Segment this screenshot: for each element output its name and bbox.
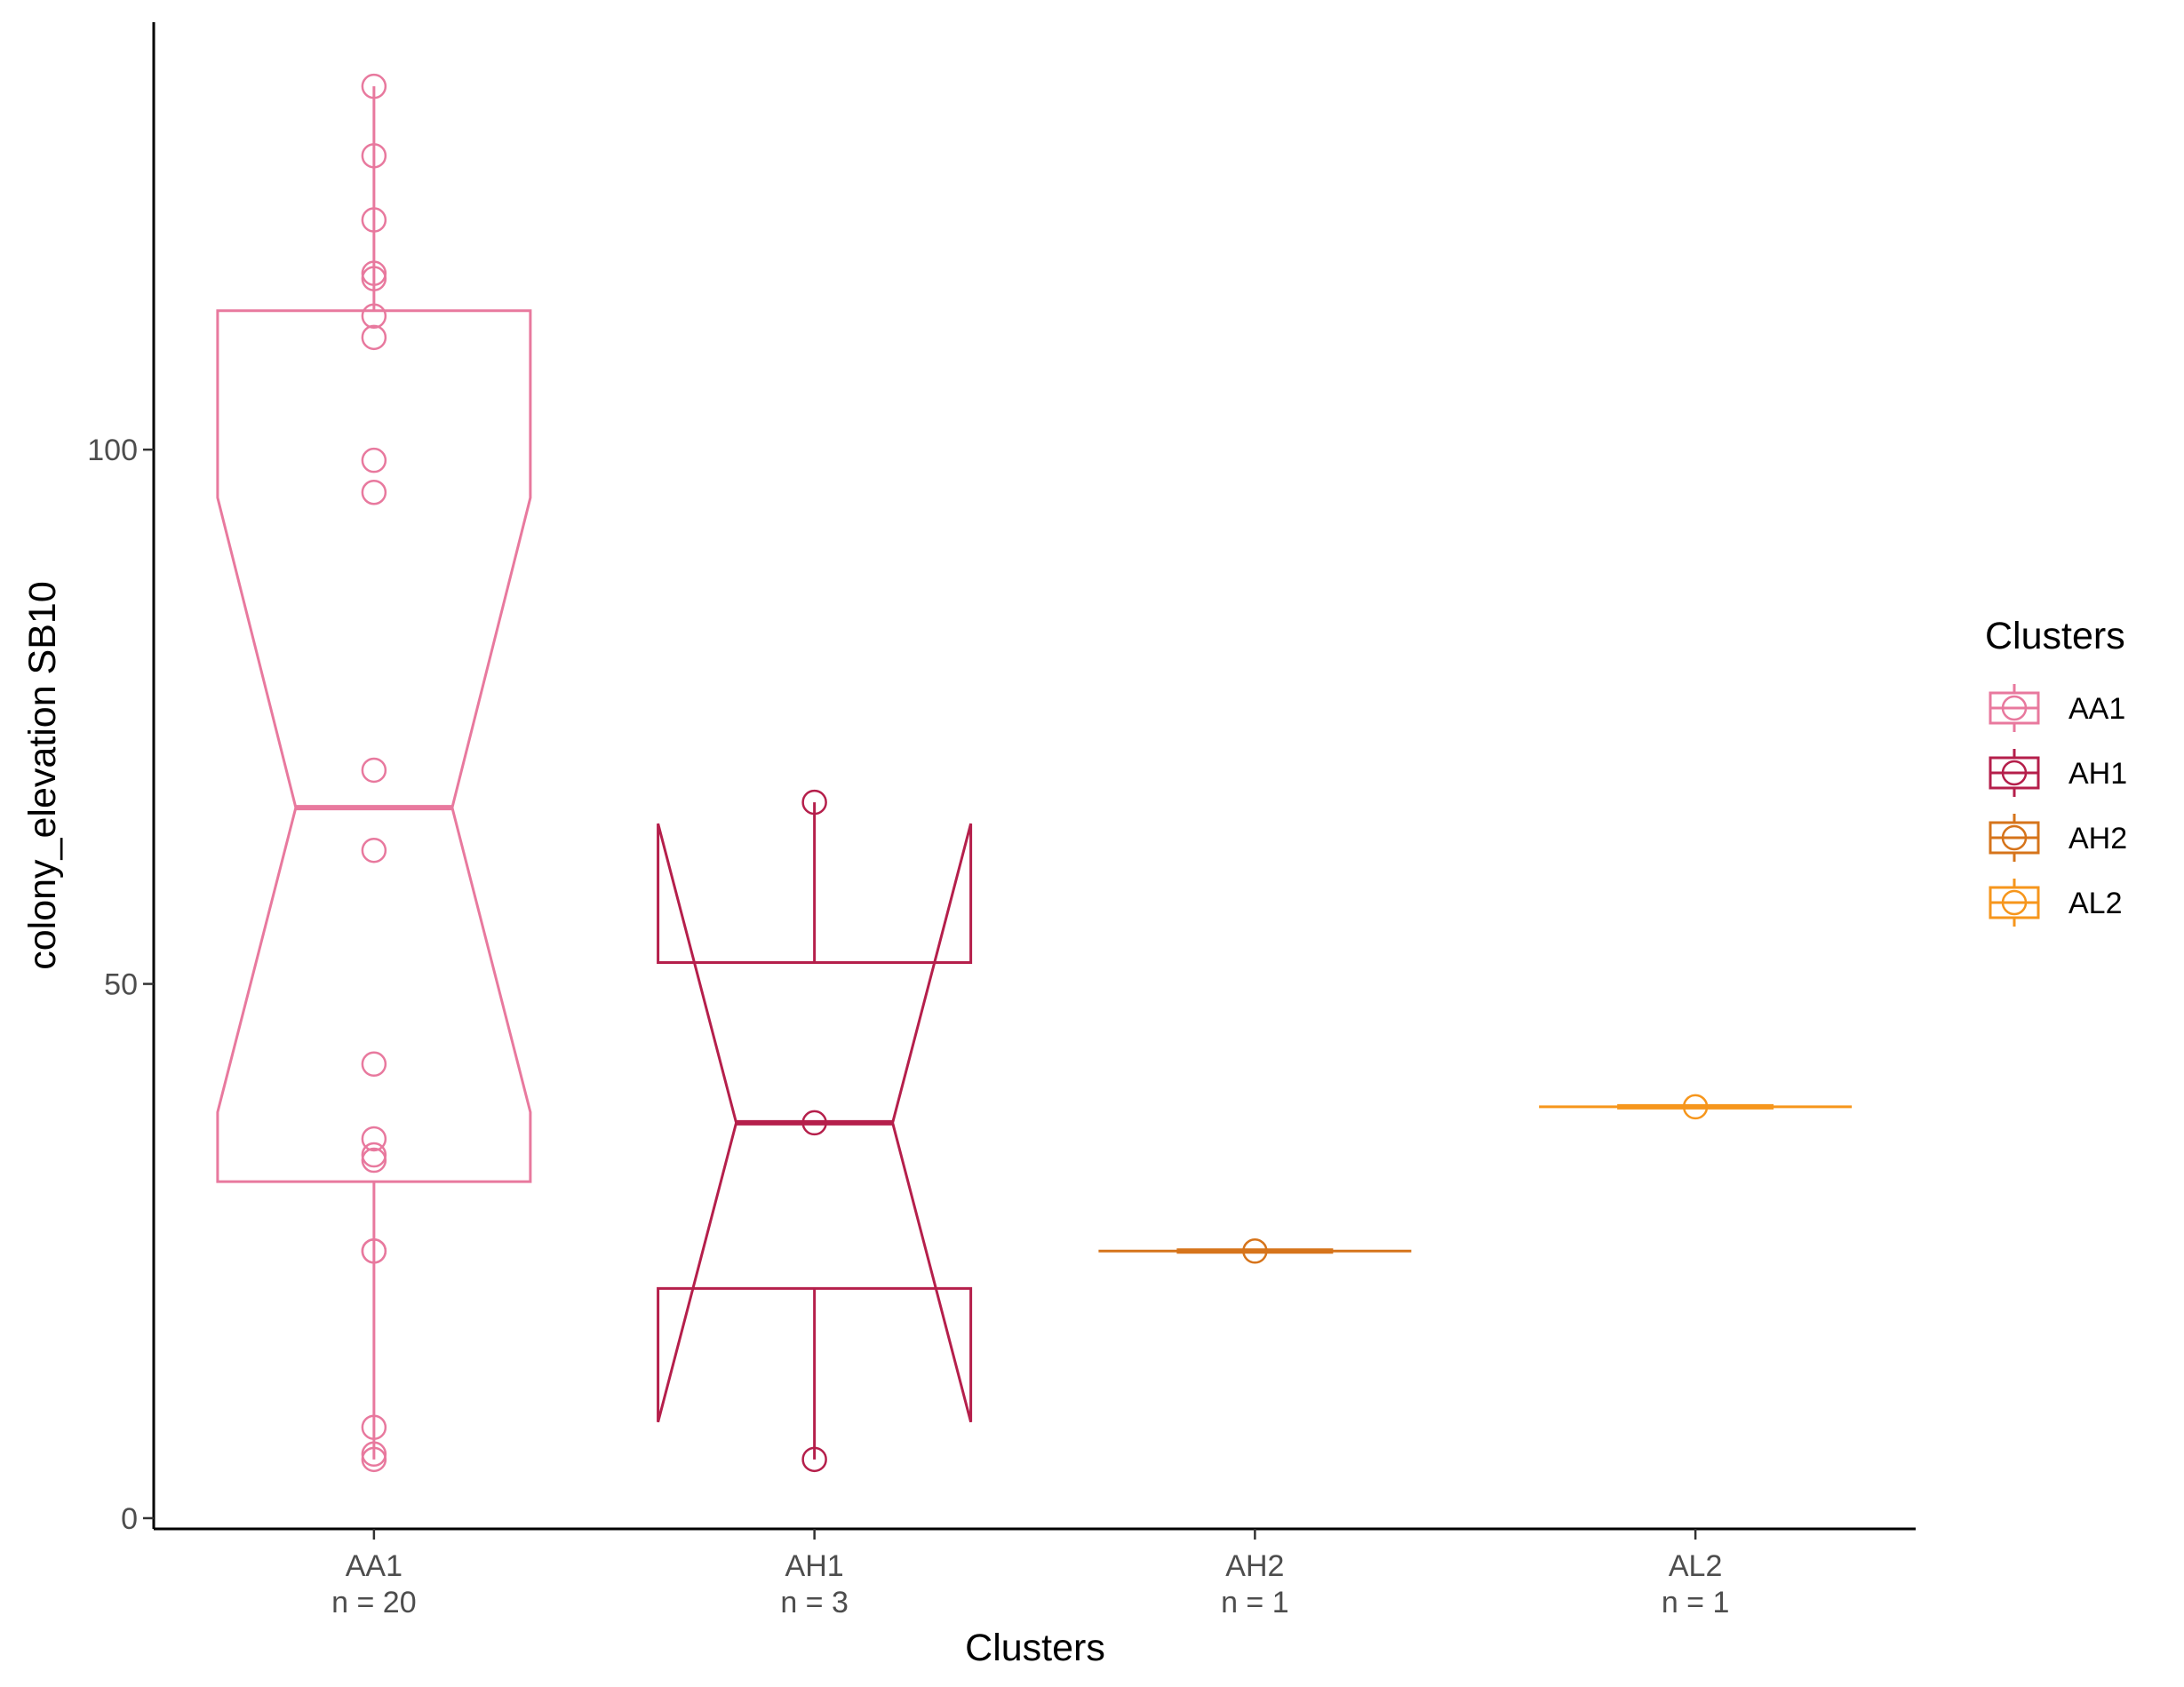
x-tick-label-ah1: AH1 (785, 1549, 844, 1583)
x-tick-label-al2: AL2 (1669, 1549, 1723, 1583)
y-axis-title: colony_elevation SB10 (21, 581, 64, 969)
point-aa1-0 (361, 73, 387, 99)
point-al2-0 (1682, 1094, 1709, 1120)
legend-label-ah1: AH1 (2068, 757, 2127, 791)
x-tick-sublabel-ah1: n = 3 (780, 1586, 849, 1619)
y-tick-label-0: 0 (121, 1502, 138, 1536)
legend-label-al2: AL2 (2068, 887, 2123, 920)
point-aa1-12 (361, 1126, 387, 1152)
point-aa1-4 (361, 266, 387, 291)
point-aa1-2 (361, 207, 387, 233)
legend-title: Clusters (1985, 615, 2125, 657)
x-tick-sublabel-al2: n = 1 (1662, 1586, 1730, 1619)
point-aa1-11 (361, 1051, 387, 1078)
point-aa1-17 (361, 1414, 387, 1440)
point-aa1-13 (361, 1142, 387, 1168)
box-group-ah2 (1098, 1238, 1412, 1264)
point-ah2-0 (1242, 1238, 1268, 1264)
legend: Clusters AA1 AH1 AH2 AL2 (1985, 615, 2127, 927)
point-aa1-19 (361, 1446, 387, 1473)
legend-key-aa1 (1989, 684, 2040, 732)
legend-key-al2 (1989, 879, 2040, 927)
box-ah1 (657, 823, 973, 1423)
legend-key-ah1 (1989, 749, 2040, 797)
point-ah1-0 (801, 789, 827, 816)
point-ah1-2 (801, 1446, 827, 1473)
legend-key-ah2 (1989, 814, 2040, 862)
x-tick-sublabel-ah2: n = 1 (1221, 1586, 1289, 1619)
point-aa1-16 (361, 1238, 387, 1264)
box-group-ah1 (657, 789, 973, 1473)
y-tick-label-50: 50 (104, 968, 138, 1002)
y-tick-label-100: 100 (87, 434, 138, 467)
point-aa1-8 (361, 479, 387, 505)
x-tick-label-ah2: AH2 (1225, 1549, 1284, 1583)
plot-marks (216, 73, 1853, 1473)
point-aa1-18 (361, 1441, 387, 1468)
point-aa1-5 (361, 303, 387, 330)
box-group-al2 (1539, 1094, 1853, 1120)
point-aa1-7 (361, 447, 387, 473)
point-aa1-1 (361, 143, 387, 169)
point-aa1-6 (361, 324, 387, 351)
point-aa1-3 (361, 260, 387, 286)
point-aa1-10 (361, 837, 387, 863)
box-group-aa1 (216, 73, 532, 1473)
y-ticks: 0 50 100 (87, 434, 154, 1536)
point-ah1-1 (801, 1110, 827, 1136)
axes (152, 22, 1916, 1531)
point-aa1-9 (361, 757, 387, 784)
legend-label-aa1: AA1 (2068, 692, 2125, 726)
x-tick-sublabel-aa1: n = 20 (331, 1586, 416, 1619)
point-aa1-14 (361, 1147, 387, 1174)
x-axis-title: Clusters (965, 1627, 1105, 1669)
box-aa1 (216, 309, 532, 1183)
x-tick-label-aa1: AA1 (346, 1549, 403, 1583)
legend-label-ah2: AH2 (2068, 822, 2127, 855)
